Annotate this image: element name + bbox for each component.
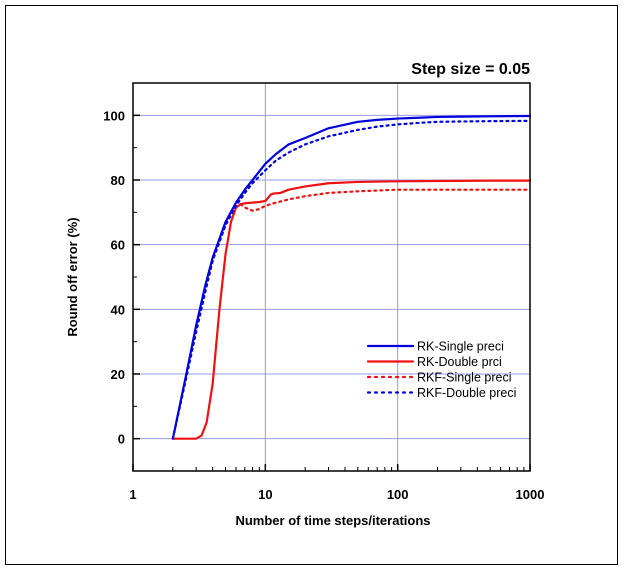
legend-label-2: RK-Double prci	[417, 355, 502, 369]
y-axis-label: Round off error (%)	[65, 217, 80, 336]
y-tick-label: 0	[118, 432, 125, 447]
y-tick-label: 60	[111, 238, 125, 253]
x-tick-label: 1	[129, 487, 136, 502]
series-line-1	[171, 114, 532, 440]
plot-border	[132, 82, 531, 472]
axes: 1 10 100 1000 0 20 40 60 80 100	[103, 82, 545, 502]
grid	[133, 83, 530, 471]
x-axis-label: Number of time steps/iterations	[235, 513, 430, 528]
figure-frame	[5, 5, 618, 565]
chart-title: Step size = 0.05	[411, 61, 530, 78]
x-tick-label: 1000	[516, 487, 545, 502]
x-tick-label: 100	[387, 487, 409, 502]
legend-label-4: RKF-Double preci	[417, 386, 516, 400]
legend-label-1: RK-Single preci	[417, 340, 504, 354]
series-line-2	[171, 179, 532, 440]
legend-label-3: RKF-Single preci	[417, 371, 511, 385]
x-tick-label: 10	[258, 487, 272, 502]
y-tick-label: 100	[103, 108, 125, 123]
y-tick-label: 40	[111, 302, 125, 317]
series-layer	[171, 114, 532, 440]
y-tick-label: 80	[111, 173, 125, 188]
y-tick-label: 20	[111, 367, 125, 382]
series-line-4	[171, 119, 532, 440]
series-line-3	[239, 188, 532, 212]
